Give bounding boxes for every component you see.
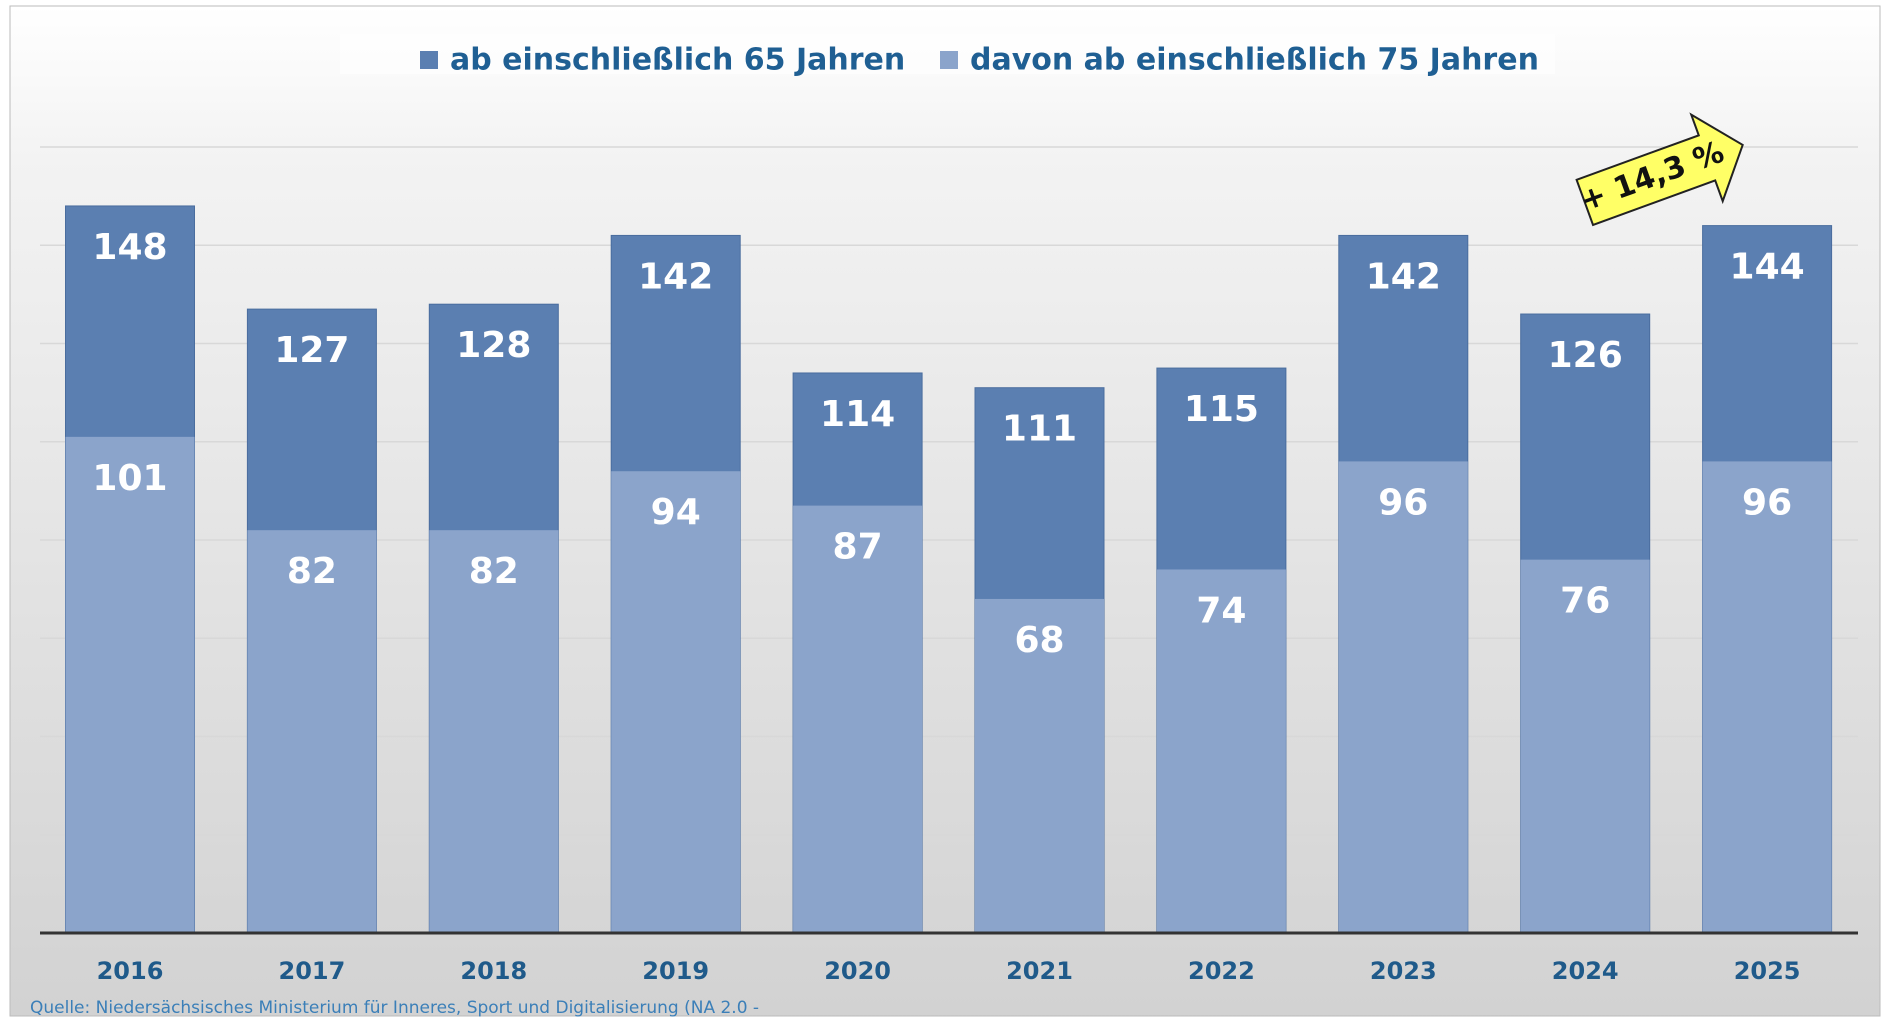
data-label: 144 bbox=[1730, 247, 1805, 288]
bar bbox=[975, 598, 1104, 933]
data-label: 128 bbox=[456, 325, 531, 366]
data-label: 114 bbox=[820, 394, 895, 435]
legend: ab einschließlich 65 Jahren davon ab eins… bbox=[340, 34, 1555, 78]
x-tick-label: 2024 bbox=[1552, 957, 1619, 985]
data-label: 76 bbox=[1560, 581, 1610, 622]
legend-label: ab einschließlich 65 Jahren bbox=[450, 43, 905, 78]
data-label: 115 bbox=[1184, 389, 1259, 430]
data-label: 82 bbox=[287, 551, 337, 592]
legend-swatch bbox=[420, 51, 438, 69]
x-tick-label: 2022 bbox=[1188, 957, 1255, 985]
bar bbox=[611, 471, 741, 933]
x-tick-label: 2016 bbox=[97, 957, 164, 985]
x-tick-label: 2019 bbox=[642, 957, 709, 985]
data-label: 111 bbox=[1002, 409, 1077, 450]
data-label: 127 bbox=[274, 330, 349, 371]
bar bbox=[65, 436, 195, 933]
data-label: 142 bbox=[1366, 256, 1441, 297]
x-tick-label: 2023 bbox=[1370, 957, 1437, 985]
source: Quelle: Niedersächsisches Ministerium fü… bbox=[30, 998, 759, 1018]
data-label: 96 bbox=[1378, 482, 1428, 523]
data-label: 126 bbox=[1548, 335, 1623, 376]
legend-swatch bbox=[940, 51, 958, 69]
bar bbox=[1520, 559, 1650, 933]
bar bbox=[793, 505, 923, 933]
data-label: 94 bbox=[651, 492, 701, 533]
x-tick-label: 2018 bbox=[460, 957, 527, 985]
data-label: 142 bbox=[638, 256, 713, 297]
data-label: 68 bbox=[1014, 620, 1064, 661]
x-tick-label: 2017 bbox=[279, 957, 346, 985]
data-label: 82 bbox=[469, 551, 519, 592]
data-label: 74 bbox=[1196, 590, 1246, 631]
bar bbox=[1702, 461, 1832, 933]
bar bbox=[1338, 461, 1468, 933]
bar bbox=[429, 530, 559, 933]
legend-label: davon ab einschließlich 75 Jahren bbox=[970, 43, 1539, 78]
arrow-shape bbox=[1575, 112, 1744, 227]
x-tick-label: 2021 bbox=[1006, 957, 1073, 985]
x-tick-label: 2020 bbox=[824, 957, 891, 985]
data-label: 101 bbox=[92, 458, 167, 499]
data-label: 87 bbox=[833, 527, 883, 568]
x-tick-label: 2025 bbox=[1734, 957, 1801, 985]
data-label: 148 bbox=[92, 227, 167, 268]
data-label: 96 bbox=[1742, 482, 1792, 523]
bar bbox=[247, 530, 377, 933]
bar bbox=[1156, 569, 1286, 933]
